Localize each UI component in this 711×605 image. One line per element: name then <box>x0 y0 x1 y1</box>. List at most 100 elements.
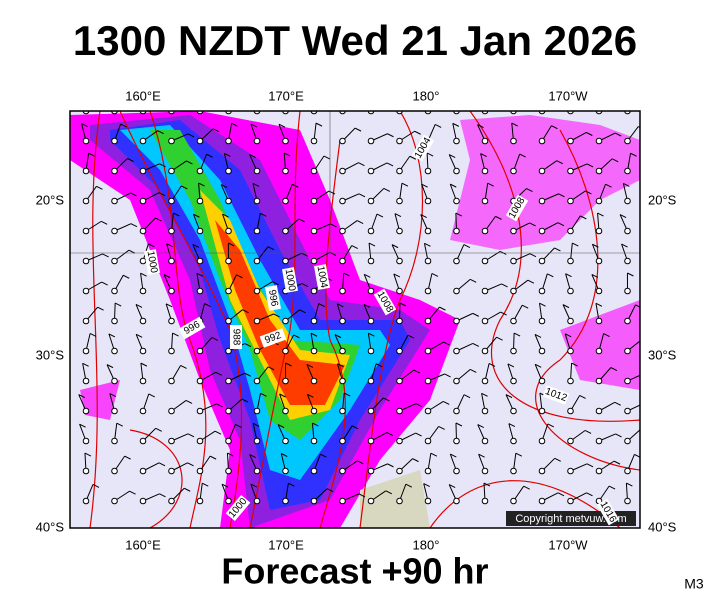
barb-station <box>539 348 545 354</box>
barb-station <box>482 198 488 204</box>
barb-station <box>596 408 602 414</box>
barb-station <box>539 498 545 504</box>
barb-station <box>625 138 631 144</box>
barb-station <box>283 498 289 504</box>
barb-staff <box>113 93 115 111</box>
barb-station <box>511 138 517 144</box>
barb-station <box>482 348 488 354</box>
barb-station <box>226 318 232 324</box>
barb-station <box>83 438 89 444</box>
barb-station <box>254 438 260 444</box>
barb-station <box>197 438 203 444</box>
barb-station <box>397 138 403 144</box>
model-code: M3 <box>684 576 704 592</box>
barb-feather <box>416 104 422 107</box>
barb-station <box>283 258 289 264</box>
barb-station <box>482 378 488 384</box>
barb-feather <box>442 99 448 102</box>
barb-station <box>454 138 460 144</box>
barb-station <box>112 168 118 174</box>
barb-station <box>625 498 631 504</box>
barb-station <box>197 348 203 354</box>
barb-station <box>596 318 602 324</box>
barb-station <box>169 468 175 474</box>
barb-station <box>340 258 346 264</box>
barb-staff <box>200 103 216 111</box>
left-lat-label: 20°S <box>36 192 65 207</box>
barb-station <box>254 228 260 234</box>
barb-station <box>83 408 89 414</box>
barb-feather <box>79 95 85 98</box>
barb-station <box>169 138 175 144</box>
barb-station <box>425 198 431 204</box>
right-lat-label: 30°S <box>648 347 677 362</box>
barb-staff <box>457 93 461 111</box>
barb-station <box>368 348 374 354</box>
barb-station <box>425 438 431 444</box>
barb-station <box>112 138 118 144</box>
barb-staff <box>172 102 188 111</box>
barb-station <box>368 168 374 174</box>
barb-station <box>226 228 232 234</box>
barb-station <box>83 168 89 174</box>
barb-station <box>397 318 403 324</box>
barb-station <box>340 348 346 354</box>
barb-station <box>197 198 203 204</box>
barb-station <box>311 498 317 504</box>
barb-station <box>283 348 289 354</box>
barb-station <box>197 228 203 234</box>
barb-station <box>368 438 374 444</box>
barb-station <box>368 468 374 474</box>
barb-station <box>482 228 488 234</box>
barb-station <box>539 288 545 294</box>
barb-station <box>197 378 203 384</box>
barb-station <box>83 288 89 294</box>
barb-station <box>425 498 431 504</box>
bottom-lon-label: 160°E <box>125 537 161 552</box>
barb-station <box>140 168 146 174</box>
barb-station <box>197 168 203 174</box>
barb-station <box>511 438 517 444</box>
barb-station <box>83 198 89 204</box>
barb-station <box>625 198 631 204</box>
barb-station <box>539 258 545 264</box>
isobar-label: 988 <box>230 325 242 349</box>
barb-station <box>311 318 317 324</box>
barb-station <box>425 168 431 174</box>
barb-staff <box>507 94 514 111</box>
barb-station <box>539 228 545 234</box>
barb-station <box>596 138 602 144</box>
barb-station <box>340 318 346 324</box>
barb-station <box>482 408 488 414</box>
barb-station <box>596 438 602 444</box>
bottom-lon-label: 170°W <box>548 537 588 552</box>
barb-station <box>226 348 232 354</box>
barb-station <box>511 348 517 354</box>
barb-feather <box>641 429 647 432</box>
barb-station <box>625 348 631 354</box>
barb-station <box>254 288 260 294</box>
barb-station <box>625 318 631 324</box>
barb-feather <box>239 97 245 100</box>
barb-station <box>283 438 289 444</box>
barb-station <box>397 408 403 414</box>
barb-station <box>625 438 631 444</box>
barb-station <box>511 498 517 504</box>
barb-station <box>625 468 631 474</box>
barb-station <box>140 228 146 234</box>
barb-station <box>340 288 346 294</box>
barb-station <box>226 408 232 414</box>
barb-station <box>425 228 431 234</box>
barb-station <box>397 288 403 294</box>
barb-station <box>397 468 403 474</box>
top-lon-label: 160°E <box>125 88 161 103</box>
barb-station <box>340 408 346 414</box>
barb-station <box>596 258 602 264</box>
barb-station <box>625 228 631 234</box>
barb-station <box>397 498 403 504</box>
barb-station <box>568 408 574 414</box>
barb-station <box>226 438 232 444</box>
barb-station <box>197 408 203 414</box>
barb-station <box>226 378 232 384</box>
barb-station <box>112 408 118 414</box>
